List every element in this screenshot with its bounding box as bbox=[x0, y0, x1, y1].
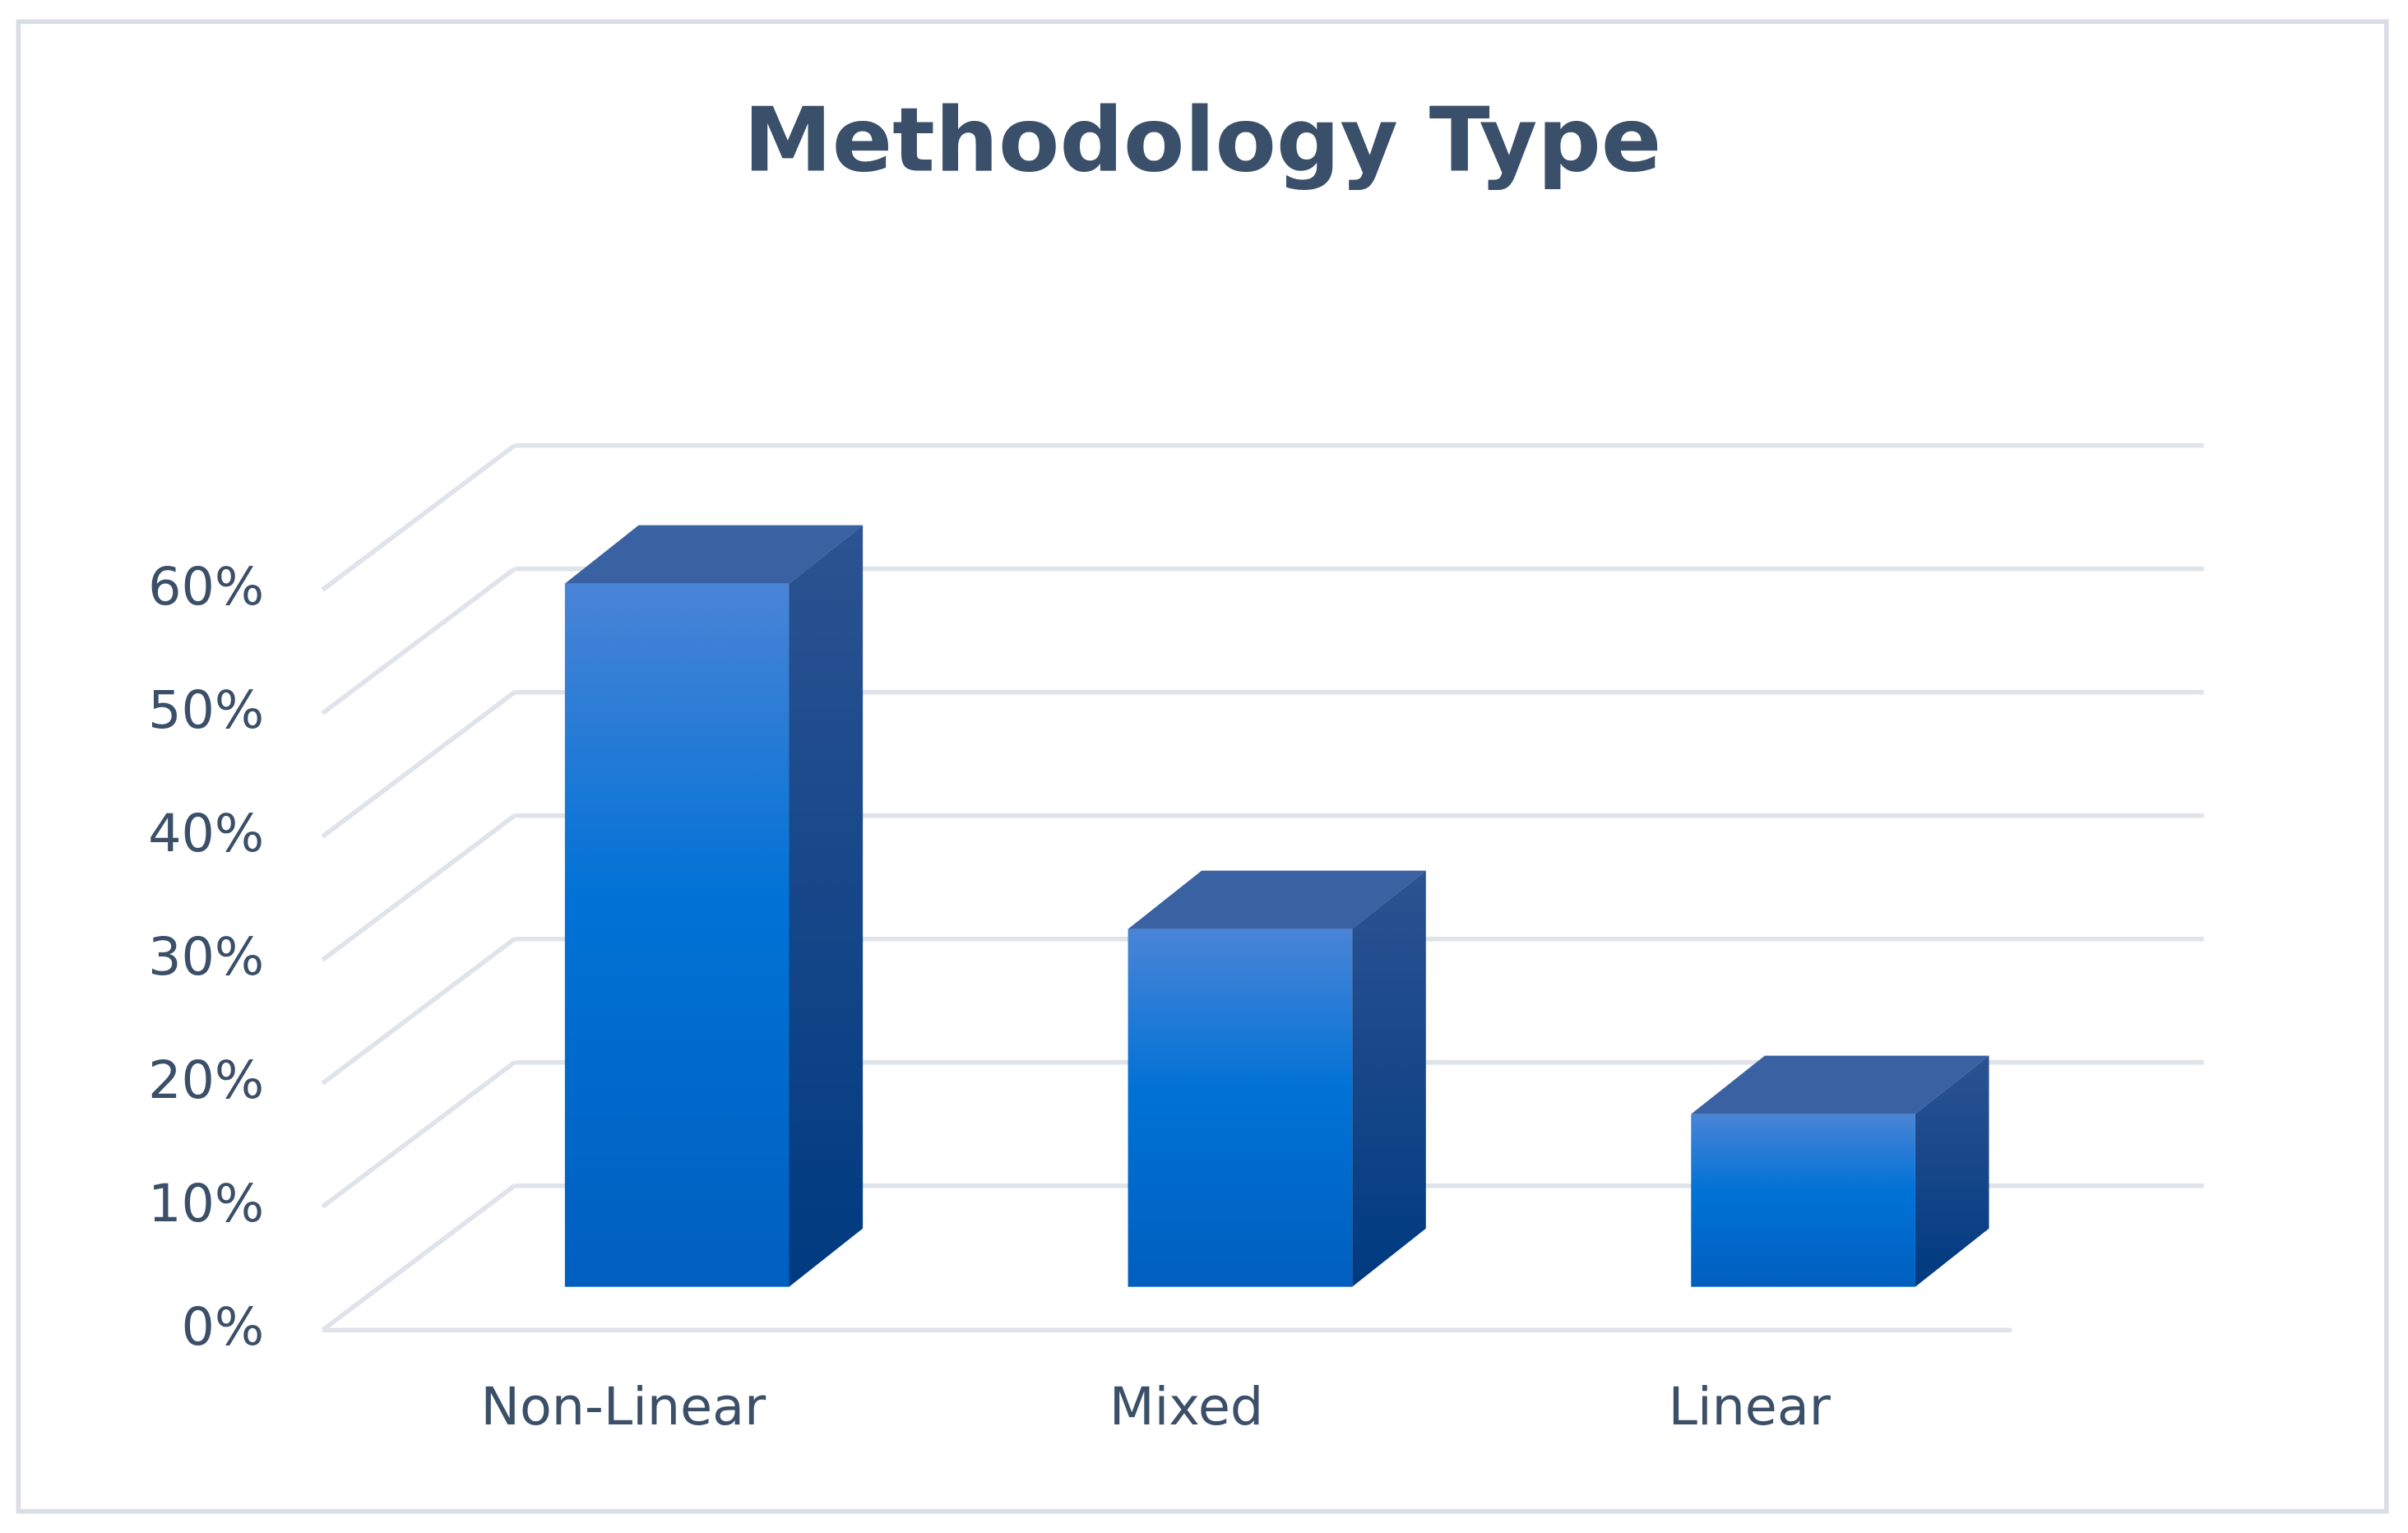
bar-side bbox=[1352, 870, 1426, 1287]
bar bbox=[1128, 929, 1353, 1287]
grid-line-side bbox=[321, 937, 516, 1086]
x-tick-label: Non-Linear bbox=[480, 1376, 766, 1437]
grid-line-side bbox=[321, 813, 516, 962]
bar bbox=[564, 583, 790, 1287]
y-tick-label: 50% bbox=[148, 679, 264, 740]
bar-side bbox=[1915, 1055, 1989, 1287]
chart-title: Methodology Type bbox=[743, 87, 1661, 192]
grid-line-side bbox=[321, 1060, 516, 1209]
grid-line-side bbox=[321, 690, 516, 839]
grid-line-side bbox=[321, 1183, 516, 1332]
x-tick-label: Linear bbox=[1669, 1376, 1831, 1437]
grid-line-side bbox=[321, 443, 516, 592]
y-tick-label: 60% bbox=[148, 556, 264, 617]
y-tick-label: 30% bbox=[148, 926, 264, 987]
bar-top bbox=[1691, 1055, 1989, 1114]
y-tick-label: 40% bbox=[148, 803, 264, 864]
y-tick-label: 10% bbox=[148, 1173, 264, 1234]
bar-top bbox=[564, 525, 864, 584]
x-tick-label: Mixed bbox=[1109, 1376, 1263, 1437]
y-tick-label: 20% bbox=[148, 1049, 264, 1110]
bar bbox=[1691, 1114, 1915, 1287]
y-tick-label: 0% bbox=[181, 1296, 264, 1357]
bar-top bbox=[1128, 870, 1426, 929]
grid-line-side bbox=[321, 567, 516, 716]
chart-frame bbox=[16, 19, 2389, 1514]
bar-side bbox=[789, 525, 864, 1287]
